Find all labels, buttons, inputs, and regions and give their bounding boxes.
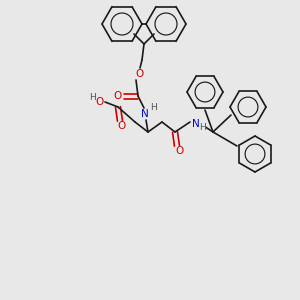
- Text: O: O: [175, 146, 183, 156]
- Text: O: O: [114, 91, 122, 101]
- Text: N: N: [141, 109, 149, 119]
- Text: H: H: [90, 94, 96, 103]
- Text: O: O: [118, 121, 126, 131]
- Text: N: N: [192, 119, 200, 129]
- Text: H: H: [151, 103, 158, 112]
- Text: O: O: [136, 69, 144, 79]
- Text: H: H: [200, 124, 206, 133]
- Text: O: O: [96, 97, 104, 107]
